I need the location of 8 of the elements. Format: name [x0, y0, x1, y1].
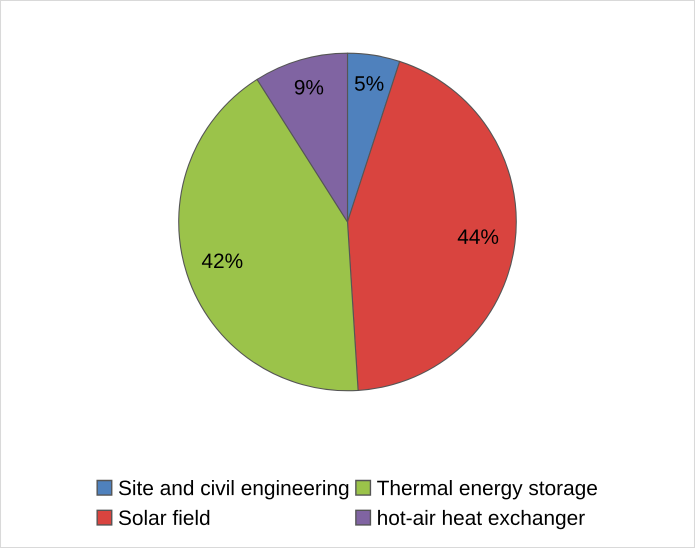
legend-label: Solar field [118, 510, 210, 526]
data-label: 5% [354, 76, 384, 91]
legend-label: hot-air heat exchanger [378, 510, 585, 530]
legend-label: Site and civil engineering [118, 480, 348, 500]
data-label: 42% [202, 253, 242, 268]
data-label: 9% [294, 80, 324, 95]
legend-label: Thermal energy storage [377, 480, 597, 500]
data-label: 44% [458, 229, 498, 244]
